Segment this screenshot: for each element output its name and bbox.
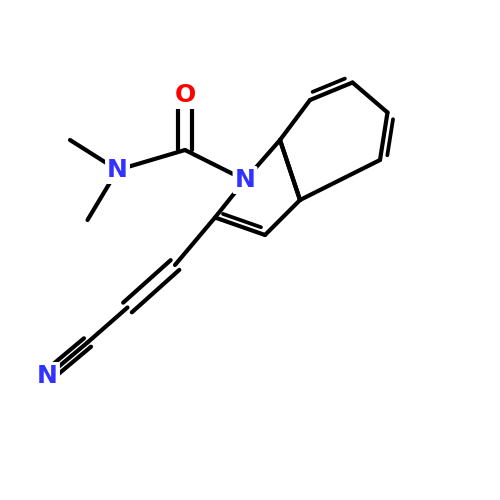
Text: O: O (174, 83, 196, 107)
Text: N: N (107, 158, 128, 182)
Text: N: N (234, 168, 256, 192)
Text: N: N (37, 364, 58, 388)
